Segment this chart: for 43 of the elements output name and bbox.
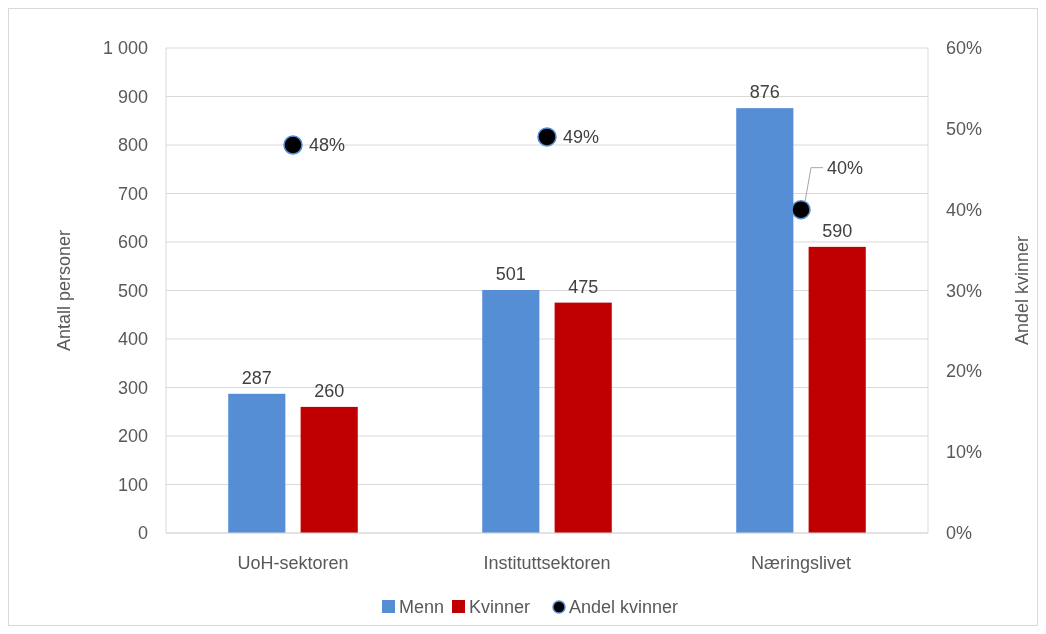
data-label: 48%: [309, 135, 346, 155]
data-label: 501: [495, 264, 526, 285]
x-tick-label: Næringslivet: [750, 553, 852, 573]
y2-tick-label: 0%: [946, 523, 973, 543]
data-label: 260: [314, 380, 345, 401]
y-tick-label: 400: [117, 329, 148, 349]
legend-label: Menn: [399, 597, 445, 617]
data-label: 40%: [827, 157, 864, 178]
y-tick-label: 600: [117, 232, 148, 252]
y2-tick-label: 50%: [946, 118, 983, 139]
y-tick-label: 300: [117, 377, 148, 398]
point: [537, 127, 557, 147]
legend-label: Kvinner: [469, 597, 531, 617]
y-tick-label: 900: [117, 86, 148, 107]
y2-tick-label: 10%: [946, 442, 983, 463]
y-tick-label: 500: [117, 280, 148, 301]
bar: [482, 290, 540, 533]
y-axis-title: Antall personer: [54, 229, 74, 352]
y2-tick-label: 20%: [946, 361, 983, 382]
y-tick-label: 700: [117, 183, 148, 204]
data-label: 49%: [563, 126, 600, 147]
bar: [554, 302, 612, 533]
y2-tick-label: 30%: [946, 280, 983, 301]
y-tick-label: 1 000: [102, 38, 148, 58]
y-tick-label: 200: [117, 426, 148, 446]
bar: [300, 406, 358, 533]
bar: [808, 246, 866, 533]
y2-axis-title: Andel kvinner: [1012, 235, 1032, 346]
y-tick-label: 800: [117, 135, 148, 155]
data-label: 590: [822, 220, 853, 241]
x-tick-label: UoH-sektoren: [237, 553, 349, 573]
point: [791, 199, 811, 220]
y-tick-label: 100: [117, 474, 148, 495]
y2-tick-label: 40%: [946, 199, 983, 220]
data-label: 876: [749, 82, 780, 103]
legend-label: Andel kvinner: [569, 597, 679, 617]
bar: [228, 393, 286, 533]
y2-tick-label: 60%: [946, 38, 983, 58]
y-tick-label: 0: [137, 523, 148, 543]
point: [283, 135, 303, 155]
x-tick-label: Instituttsektoren: [483, 553, 611, 573]
data-label: 475: [568, 276, 599, 297]
data-label: 287: [241, 367, 272, 388]
